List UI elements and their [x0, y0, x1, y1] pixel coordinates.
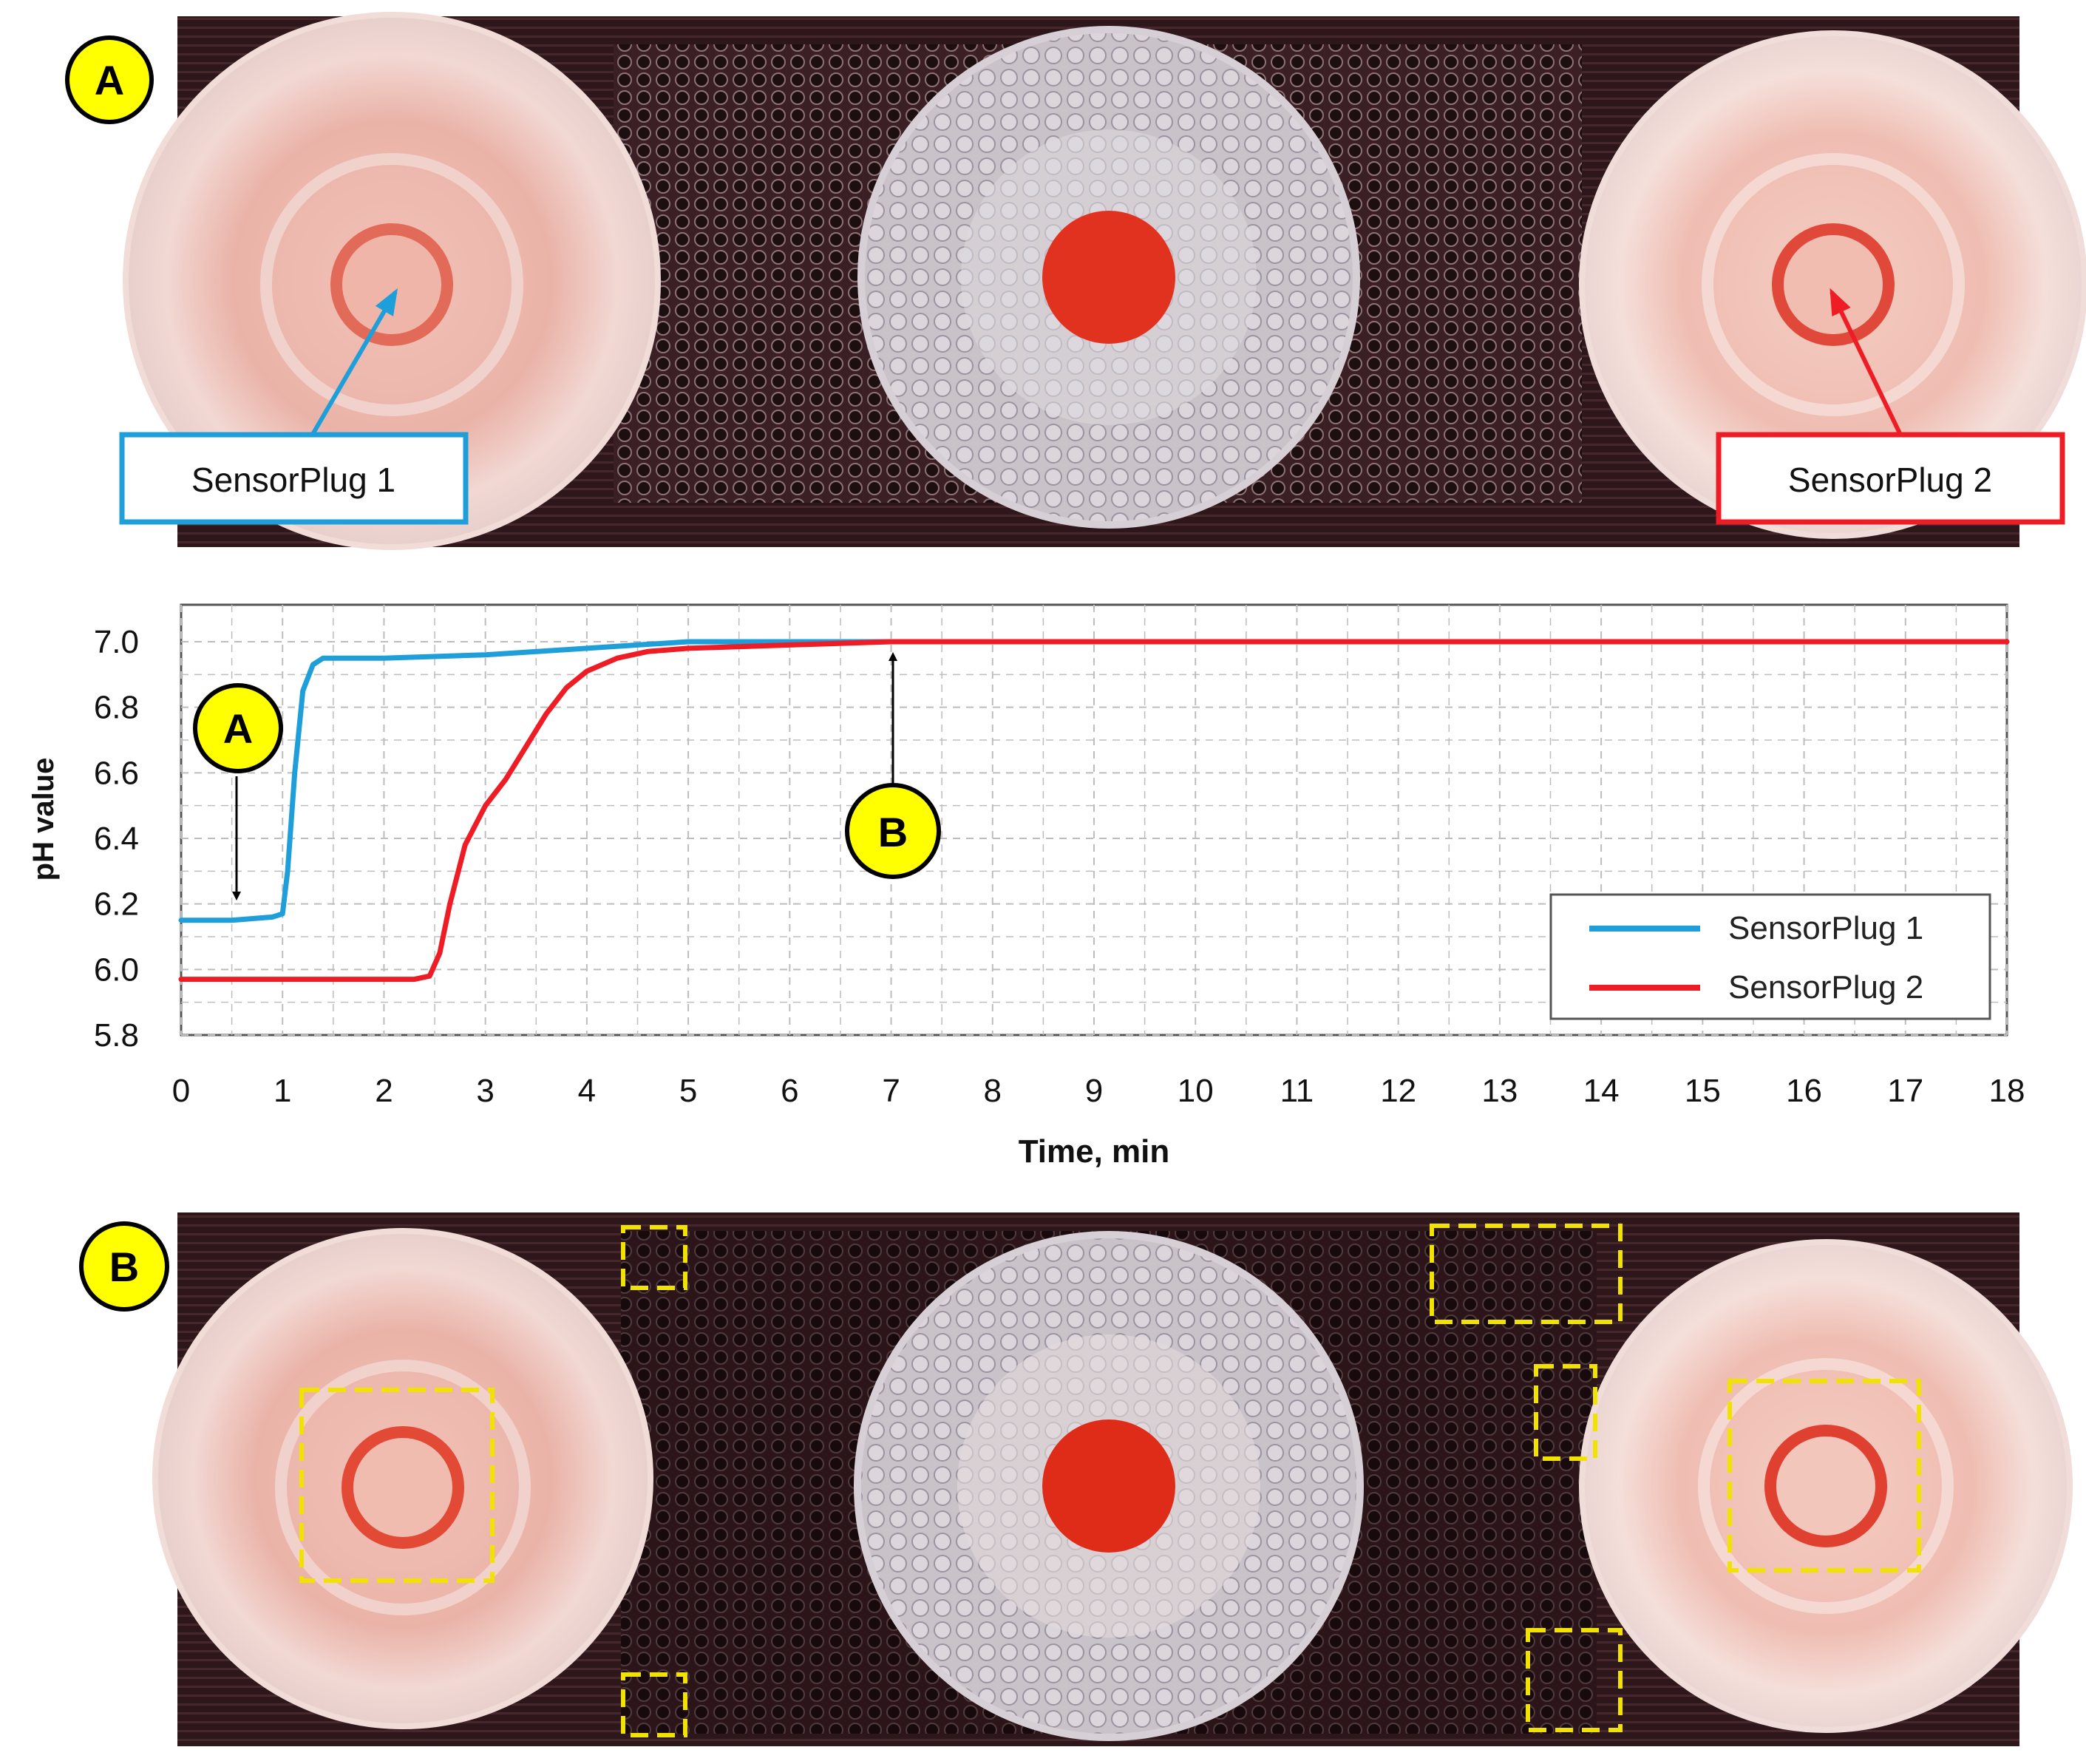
highlight-box-corner-1	[621, 1225, 687, 1290]
highlight-box-plug-1	[299, 1388, 495, 1583]
y-tick-label: 6.8	[94, 690, 139, 726]
annotation-b: B	[845, 652, 941, 879]
ph-chart: 0 1 2 3 4 5 6 7 8 9 10 11 12 13 14 15 16 17 18 5.86.06.26.…	[27, 603, 2025, 1170]
x-tick-label: 2	[375, 1073, 393, 1109]
y-tick-label: 6.6	[94, 755, 139, 791]
x-tick-label: 7	[882, 1073, 900, 1109]
x-tick-label: 18	[1989, 1073, 2025, 1109]
callout-1-label: SensorPlug 1	[191, 461, 395, 499]
x-tick-label: 9	[1085, 1073, 1103, 1109]
x-tick-label: 4	[578, 1073, 596, 1109]
callout-1-arrow	[307, 288, 398, 442]
x-tick-labels: 0 1 2 3 4 5 6 7 8 9 10 11 12 13 14 15 16 17 18	[172, 1073, 2025, 1109]
sensor-plug-1-photo-b	[152, 1228, 653, 1729]
x-axis-label: Time, min	[1019, 1133, 1170, 1170]
panel-b-photo: B	[79, 1212, 2073, 1746]
annotation-a: A	[193, 683, 283, 900]
callout-2: SensorPlug 2	[1716, 432, 2065, 525]
annotation-a-label: A	[223, 705, 253, 752]
x-tick-label: 3	[476, 1073, 494, 1109]
x-tick-label: 15	[1685, 1073, 1721, 1109]
center-well-photo	[857, 26, 1360, 529]
highlight-box-corner-5	[1526, 1628, 1623, 1732]
sensor-plug-2-photo-b	[1579, 1239, 2073, 1733]
y-tick-label: 7.0	[94, 624, 139, 660]
panel-b-marker: B	[79, 1221, 169, 1312]
x-tick-label: 0	[172, 1073, 190, 1109]
panel-a-photo: SensorPlug 1 SensorPlug 2 A	[65, 12, 2086, 550]
x-tick-label: 13	[1481, 1073, 1518, 1109]
y-tick-label: 6.2	[94, 886, 139, 923]
callout-2-label: SensorPlug 2	[1788, 461, 1992, 499]
highlight-box-corner-3	[1430, 1224, 1623, 1324]
series-layer	[178, 639, 2010, 983]
x-tick-label: 16	[1786, 1073, 1822, 1109]
x-tick-label: 10	[1178, 1073, 1214, 1109]
highlight-boxes	[299, 1224, 1921, 1737]
x-tick-label: 12	[1380, 1073, 1416, 1109]
highlight-box-corner-2	[621, 1672, 687, 1737]
x-tick-label: 1	[274, 1073, 291, 1109]
panel-a-marker-label: A	[95, 57, 124, 104]
highlight-box-corner-4	[1534, 1364, 1597, 1461]
series-line-1	[178, 639, 2010, 923]
legend-label-2: SensorPlug 2	[1728, 969, 1923, 1005]
panel-b-marker-label: B	[109, 1244, 139, 1290]
y-tick-labels: 5.8 6.0 6.2 6.4 6.6 6.8 7.0	[94, 624, 139, 1054]
y-tick-label: 6.4	[94, 821, 139, 857]
y-tick-label: 6.0	[94, 951, 139, 988]
highlight-box-plug-2	[1727, 1379, 1921, 1573]
panel-a-marker: A	[65, 35, 154, 124]
x-tick-label: 17	[1887, 1073, 1923, 1109]
x-tick-label: 14	[1583, 1073, 1620, 1109]
y-tick-label: 5.8	[94, 1017, 139, 1054]
chart-legend: SensorPlug 1 SensorPlug 2	[1549, 893, 1991, 1020]
sensor-plug-1-photo	[123, 12, 661, 550]
x-tick-label: 6	[781, 1073, 798, 1109]
callout-1: SensorPlug 1	[119, 432, 469, 525]
x-tick-label: 5	[679, 1073, 697, 1109]
series-line-2	[178, 639, 2010, 983]
center-well-photo-b	[854, 1231, 1364, 1741]
x-tick-label: 11	[1280, 1073, 1314, 1109]
x-tick-label: 8	[984, 1073, 1002, 1109]
legend-label-1: SensorPlug 1	[1728, 910, 1923, 946]
callout-2-arrow	[1830, 288, 1902, 435]
sensor-plug-2-photo	[1579, 30, 2086, 539]
annotation-b-label: B	[878, 809, 908, 855]
y-axis-label: pH value	[27, 758, 60, 881]
